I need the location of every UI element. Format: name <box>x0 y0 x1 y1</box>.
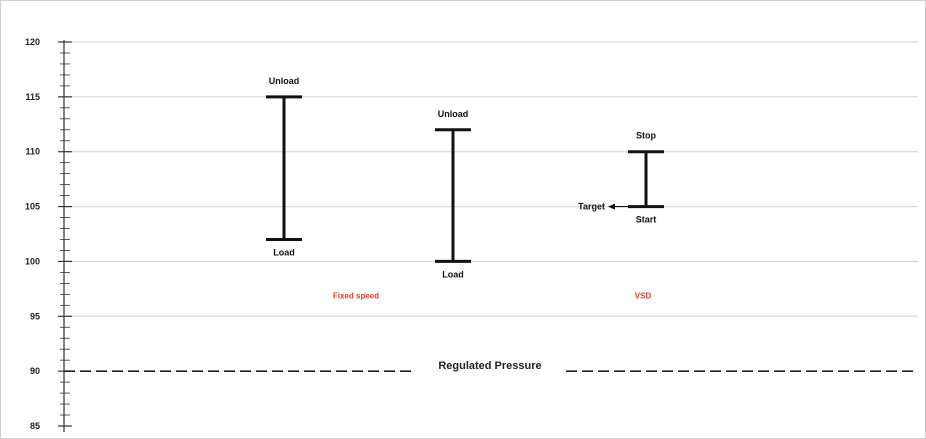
y-tick-label-85: 85 <box>30 421 40 431</box>
y-tick-label-115: 115 <box>25 92 40 102</box>
y-axis: 85 90 95 100 105 110 115 120 <box>25 37 72 432</box>
range-high-label-3: Stop <box>636 131 656 141</box>
target-arrow-head <box>608 203 615 210</box>
y-tick-label-90: 90 <box>30 366 40 376</box>
range-bars: Unload Load Unload Load Stop Start Target <box>266 76 664 279</box>
range-low-label-3: Start <box>636 215 657 225</box>
range-low-label-1: Load <box>273 247 295 257</box>
range-low-label-2: Load <box>442 269 464 279</box>
y-tick-label-110: 110 <box>25 147 40 157</box>
range-high-label-1: Unload <box>269 76 300 86</box>
y-tick-label-95: 95 <box>30 311 40 321</box>
y-tick-label-105: 105 <box>25 202 40 212</box>
grid-lines <box>64 41 918 317</box>
y-tick-label-100: 100 <box>25 256 40 266</box>
target-label: Target <box>578 202 605 212</box>
range-high-label-2: Unload <box>438 109 469 119</box>
reference-line-group: Regulated Pressure <box>64 360 918 372</box>
reference-line-label: Regulated Pressure <box>438 360 541 372</box>
group-label-1: Fixed speed <box>333 291 379 300</box>
y-tick-label-120: 120 <box>25 37 40 47</box>
group-label-2: VSD <box>635 291 652 300</box>
group-labels: Fixed speed VSD <box>333 291 652 300</box>
